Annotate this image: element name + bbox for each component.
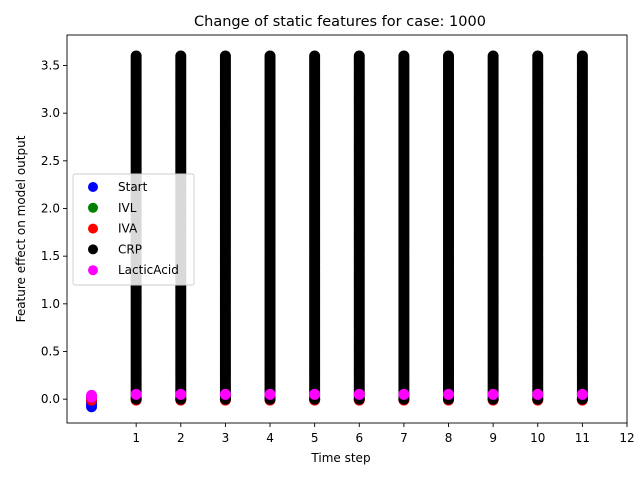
data-point-lacticacid bbox=[487, 388, 499, 400]
y-axis-ticks: 0.0 0.5 1.0 1.5 2.0 2.5 3.0 3.5 bbox=[41, 59, 67, 406]
legend-marker-ivl bbox=[88, 202, 98, 213]
x-tick-label: 12 bbox=[619, 431, 634, 445]
data-point-crp bbox=[576, 50, 588, 62]
x-tick-label: 2 bbox=[177, 431, 185, 445]
legend-marker-start bbox=[88, 182, 98, 192]
data-point-crp bbox=[175, 50, 187, 62]
x-axis-ticks: 1 2 3 4 5 6 7 8 9 10 11 12 bbox=[132, 423, 635, 445]
legend-marker-iva bbox=[88, 223, 98, 234]
y-axis-label: Feature effect on model output bbox=[14, 135, 28, 322]
x-axis-label: Time step bbox=[310, 451, 370, 465]
y-tick-label: 1.0 bbox=[41, 297, 60, 311]
data-point-crp bbox=[443, 50, 455, 62]
y-tick-label: 3.5 bbox=[41, 59, 60, 73]
legend-label-start: Start bbox=[118, 180, 148, 194]
x-tick-label: 1 bbox=[132, 431, 140, 445]
x-tick-label: 9 bbox=[489, 431, 497, 445]
data-point-lacticacid bbox=[219, 388, 231, 400]
legend-label-iva: IVA bbox=[118, 222, 138, 236]
data-point-lacticacid bbox=[264, 388, 276, 400]
legend: Start IVL IVA CRP LacticAcid bbox=[72, 173, 195, 286]
data-point-lacticacid bbox=[398, 388, 410, 400]
x-tick-label: 10 bbox=[530, 431, 545, 445]
y-tick-label: 2.5 bbox=[41, 154, 60, 168]
x-tick-label: 8 bbox=[445, 431, 453, 445]
x-tick-label: 4 bbox=[266, 431, 274, 445]
data-point-lacticacid bbox=[175, 388, 187, 400]
data-point-crp bbox=[264, 50, 276, 62]
data-point-crp bbox=[532, 50, 544, 62]
data-point-lacticacid bbox=[309, 388, 321, 400]
data-point-crp bbox=[398, 50, 410, 62]
x-tick-label: 5 bbox=[311, 431, 319, 445]
y-tick-label: 0.0 bbox=[41, 392, 60, 406]
data-point-crp bbox=[219, 50, 231, 62]
legend-marker-lacticacid bbox=[88, 265, 98, 276]
x-tick-label: 6 bbox=[355, 431, 363, 445]
data-point-lacticacid bbox=[532, 388, 544, 400]
data-point-crp bbox=[309, 50, 321, 62]
plot-area-frame bbox=[66, 34, 628, 424]
x-tick-label: 11 bbox=[575, 431, 590, 445]
y-tick-label: 0.5 bbox=[41, 345, 60, 359]
chart-title: Change of static features for case: 1000 bbox=[194, 14, 486, 30]
legend-label-ivl: IVL bbox=[118, 201, 137, 215]
data-point-lacticacid bbox=[86, 389, 98, 401]
data-point-lacticacid bbox=[443, 388, 455, 400]
data-point-crp bbox=[130, 50, 142, 62]
data-point-lacticacid bbox=[576, 388, 588, 400]
legend-marker-crp bbox=[88, 244, 98, 255]
legend-label-crp: CRP bbox=[118, 242, 142, 256]
data-point-crp bbox=[487, 50, 499, 62]
data-point-crp bbox=[353, 50, 365, 62]
data-point-lacticacid bbox=[130, 388, 142, 400]
x-tick-label: 7 bbox=[400, 431, 408, 445]
y-tick-label: 2.0 bbox=[41, 202, 60, 216]
y-tick-label: 1.5 bbox=[41, 249, 60, 263]
data-point-lacticacid bbox=[353, 388, 365, 400]
x-tick-label: 3 bbox=[222, 431, 230, 445]
y-tick-label: 3.0 bbox=[41, 106, 60, 120]
legend-frame bbox=[72, 173, 195, 286]
legend-label-lacticacid: LacticAcid bbox=[118, 263, 179, 277]
